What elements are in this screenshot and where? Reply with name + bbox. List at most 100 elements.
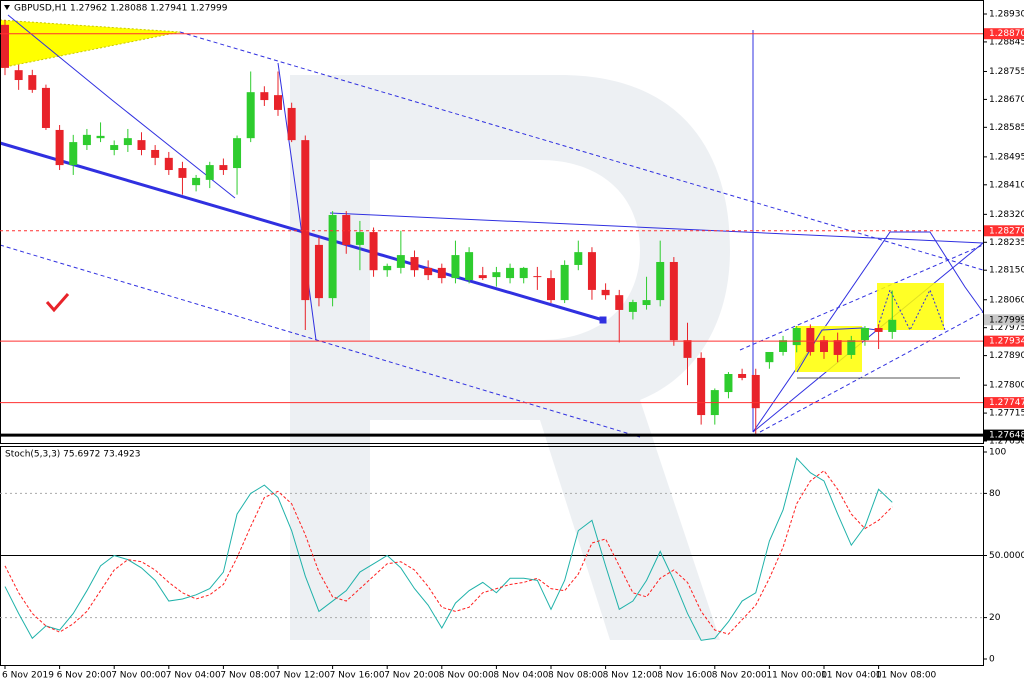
channel-line bbox=[739, 244, 984, 351]
y-tick-label: 1.28235 bbox=[989, 238, 1024, 248]
candle-body bbox=[55, 129, 64, 166]
level-label: 1.27999 bbox=[989, 315, 1024, 325]
candle-body bbox=[833, 340, 842, 355]
x-tick-label: 7 Nov 08:00 bbox=[220, 671, 275, 681]
candle-body bbox=[669, 261, 678, 341]
x-tick-label: 8 Nov 20:00 bbox=[712, 671, 767, 681]
candle-body bbox=[178, 168, 187, 178]
y-tick-label: 1.28150 bbox=[989, 266, 1024, 276]
candle-body bbox=[492, 272, 501, 278]
menu-arrow[interactable] bbox=[4, 5, 10, 10]
zigzag bbox=[277, 62, 317, 341]
candle-body bbox=[14, 70, 23, 81]
y-tick-label: 1.28495 bbox=[989, 152, 1024, 162]
x-tick-label: 8 Nov 00:00 bbox=[439, 671, 494, 681]
candle-body bbox=[574, 252, 583, 265]
y-tick-label: 80 bbox=[989, 489, 1001, 499]
candle-body bbox=[137, 140, 146, 150]
level-label-bg bbox=[984, 225, 1024, 237]
x-tick-label: 11 Nov 04:00 bbox=[821, 671, 882, 681]
x-tick-label: 8 Nov 04:00 bbox=[493, 671, 548, 681]
anchor bbox=[599, 316, 607, 324]
x-tick-label: 6 Nov 2019 bbox=[2, 671, 54, 681]
y-tick-label: 1.27890 bbox=[989, 351, 1024, 361]
candle-body bbox=[478, 275, 487, 279]
x-tick-label: 6 Nov 20:00 bbox=[57, 671, 112, 681]
x-tick-label: 8 Nov 08:00 bbox=[548, 671, 603, 681]
y-tick-label: 1.27630 bbox=[989, 437, 1024, 447]
candle-body bbox=[260, 92, 269, 101]
y-tick-label: 0 bbox=[989, 655, 995, 665]
y-tick-label: 1.28585 bbox=[989, 123, 1024, 133]
candle-body bbox=[465, 252, 474, 281]
candle-body bbox=[424, 267, 433, 276]
y-tick-label: 1.28845 bbox=[989, 37, 1024, 47]
x-tick-label: 7 Nov 00:00 bbox=[111, 671, 166, 681]
candle-body bbox=[41, 87, 50, 128]
candle-body bbox=[274, 95, 282, 110]
candle-body bbox=[820, 340, 828, 352]
candle-body bbox=[205, 165, 214, 180]
candle-body bbox=[437, 267, 446, 279]
level-label-bg bbox=[984, 335, 1024, 347]
candle-body bbox=[369, 232, 378, 271]
candle-body bbox=[82, 134, 91, 146]
candle-body bbox=[751, 374, 760, 409]
x-tick-label: 7 Nov 04:00 bbox=[166, 671, 221, 681]
candle-body bbox=[219, 165, 228, 171]
channel-line bbox=[759, 311, 984, 433]
level-label: 1.28270 bbox=[989, 226, 1024, 236]
candle-body bbox=[888, 319, 897, 332]
trend-line bbox=[329, 212, 984, 244]
x-tick-label: 8 Nov 12:00 bbox=[603, 671, 658, 681]
x-tick-label: 7 Nov 12:00 bbox=[275, 671, 330, 681]
candle-body bbox=[724, 373, 733, 393]
candle-body bbox=[765, 351, 774, 363]
candle-body bbox=[656, 261, 665, 301]
candle-body bbox=[355, 232, 364, 245]
candle-body bbox=[506, 267, 515, 279]
candle-body bbox=[314, 244, 323, 299]
candle-body bbox=[628, 302, 637, 312]
y-tick-label: 1.28670 bbox=[989, 95, 1024, 105]
candle-body bbox=[697, 357, 706, 416]
x-tick-label: 11 Nov 00:00 bbox=[766, 671, 827, 681]
candle-body bbox=[192, 177, 201, 186]
y-tick-label: 1.27715 bbox=[989, 409, 1024, 419]
check-mark bbox=[45, 293, 70, 313]
candle-body bbox=[519, 267, 528, 279]
candle-body bbox=[164, 157, 173, 171]
y-tick-label: 1.28410 bbox=[989, 180, 1024, 190]
projection bbox=[752, 231, 984, 433]
candle-body bbox=[28, 75, 37, 90]
candle-body bbox=[110, 145, 119, 150]
level-label: 1.28870 bbox=[989, 29, 1024, 39]
candle-body bbox=[860, 328, 869, 341]
zigzag bbox=[876, 288, 946, 332]
stoch-line bbox=[4, 457, 893, 641]
level-label: 1.27934 bbox=[989, 337, 1024, 347]
x-tick-label: 7 Nov 16:00 bbox=[330, 671, 385, 681]
indicator-title: Stoch(5,3,3) 75.6972 73.4923 bbox=[5, 450, 140, 460]
yellow-triangle bbox=[0, 19, 181, 69]
x-tick-label: 8 Nov 16:00 bbox=[657, 671, 712, 681]
candle-body bbox=[410, 257, 419, 271]
yellow-box bbox=[877, 283, 944, 330]
y-tick-label: 1.27800 bbox=[989, 381, 1024, 391]
candle-body bbox=[246, 92, 255, 139]
x-tick-label: 11 Nov 08:00 bbox=[876, 671, 937, 681]
candle-body bbox=[587, 252, 596, 290]
level-label-bg bbox=[984, 28, 1024, 40]
candle-body bbox=[547, 278, 555, 301]
candle-body bbox=[738, 373, 747, 378]
candle-body bbox=[779, 340, 788, 352]
candle-body bbox=[874, 328, 883, 332]
candle-body bbox=[615, 295, 624, 310]
candle-body bbox=[287, 107, 296, 141]
level-label: 1.27747 bbox=[989, 398, 1024, 408]
candle-body bbox=[123, 138, 132, 146]
y-tick-label: 1.27975 bbox=[989, 323, 1024, 333]
candle-body bbox=[847, 340, 856, 355]
y-tick-label: 1.28320 bbox=[989, 210, 1024, 220]
